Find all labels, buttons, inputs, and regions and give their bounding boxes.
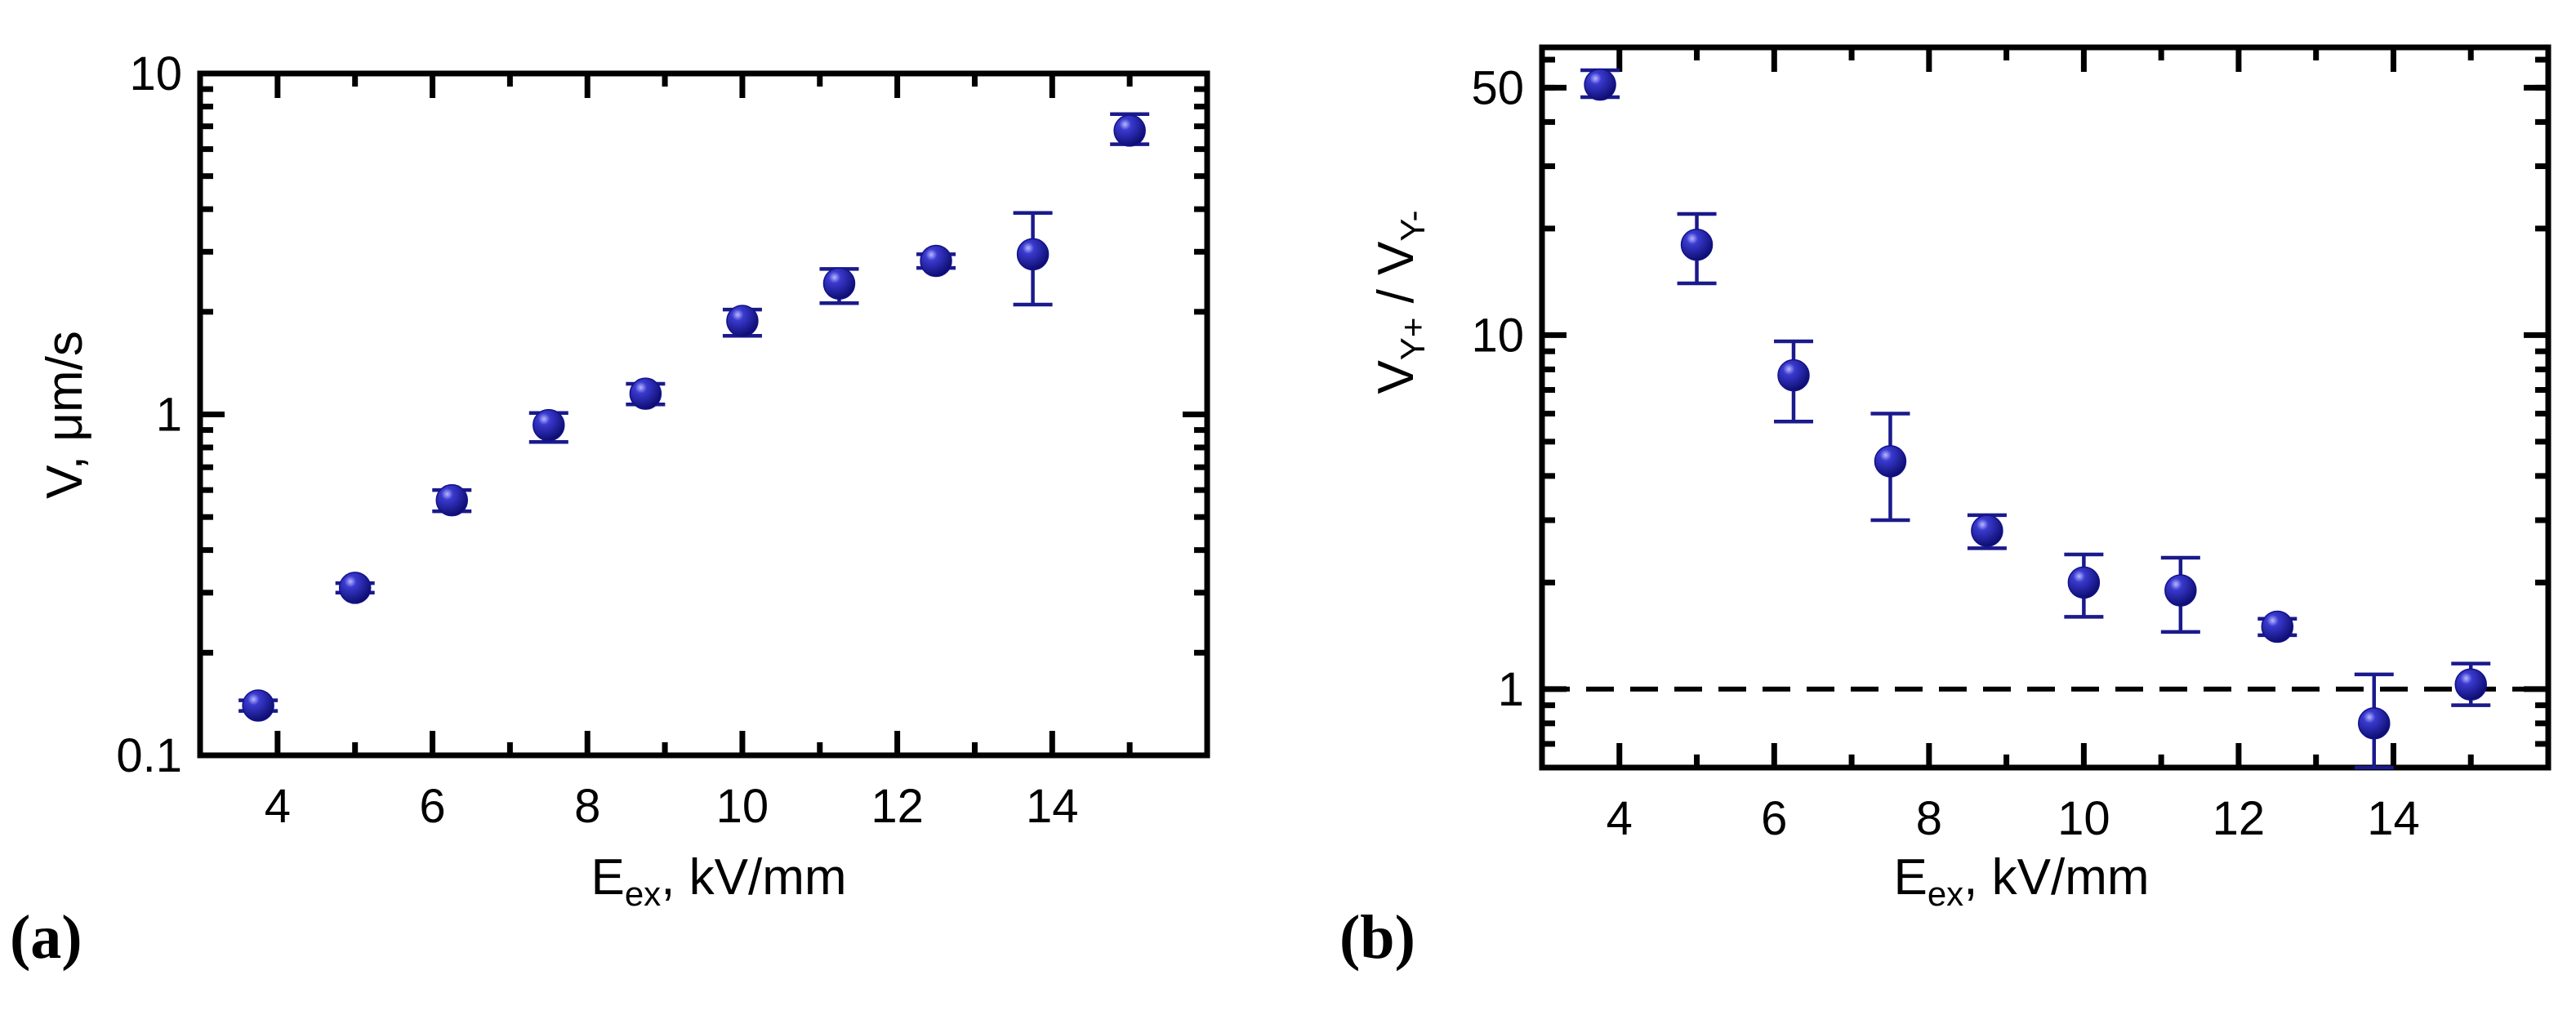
x-tick-label: 6: [419, 780, 445, 833]
data-point: [2067, 566, 2101, 599]
data-point: [242, 689, 274, 722]
x-tick-label: 10: [716, 780, 769, 833]
x-tick-label: 14: [2367, 792, 2420, 845]
data-point: [435, 483, 468, 517]
data-point: [1874, 445, 1907, 478]
chart-panel-a: 4 6 8 10 12 14 0.1 1 10 Eex, kV/mm V, μm/s: [37, 47, 1210, 913]
data-point: [2454, 668, 2487, 701]
data-point: [1777, 358, 1810, 392]
x-tick-label: 14: [1026, 780, 1079, 833]
data-point: [629, 377, 662, 410]
x-tick-label: 8: [574, 780, 600, 833]
plot-frame: [1539, 44, 2551, 771]
chart-panel-b: 4 6 8 10 12 14 1 10 50 Eex, kV/mm VY+ / VY-: [1368, 44, 2551, 913]
x-tick-label: 10: [2057, 792, 2110, 845]
y-tick-label: 10: [129, 47, 182, 100]
y-tick-label: 0.1: [116, 729, 182, 782]
data-point: [338, 572, 372, 604]
data-point: [1016, 238, 1050, 271]
x-tick-label: 6: [1761, 792, 1787, 845]
x-tick-label: 12: [871, 780, 924, 833]
y-axis-label: V, μm/s: [37, 331, 93, 499]
x-tick-label: 12: [2213, 792, 2266, 845]
data-point: [822, 267, 856, 300]
x-axis-label: Eex, kV/mm: [1893, 849, 2149, 913]
data-point: [1971, 514, 2003, 547]
panel-label-a: (a): [10, 903, 82, 972]
y-tick-label: 1: [1498, 663, 1524, 716]
data-point: [533, 408, 565, 442]
y-axis-label: VY+ / VY-: [1368, 210, 1432, 394]
panel-label-b: (b): [1339, 903, 1415, 972]
data-point: [2358, 707, 2391, 740]
data-point: [726, 305, 759, 337]
plot-frame: [197, 70, 1210, 759]
y-tick-label: 10: [1471, 309, 1524, 362]
data-point: [1680, 228, 1714, 261]
data-point: [2261, 610, 2294, 643]
data-point: [2164, 574, 2197, 607]
x-tick-label: 4: [1607, 792, 1633, 845]
data-point: [920, 244, 952, 278]
y-tick-label: 1: [156, 389, 182, 442]
x-tick-label: 4: [265, 780, 291, 833]
data-point: [1113, 114, 1146, 147]
x-tick-label: 8: [1916, 792, 1942, 845]
data-point: [1584, 68, 1616, 101]
y-tick-label: 50: [1471, 61, 1524, 114]
x-axis-label: Eex, kV/mm: [591, 849, 846, 913]
